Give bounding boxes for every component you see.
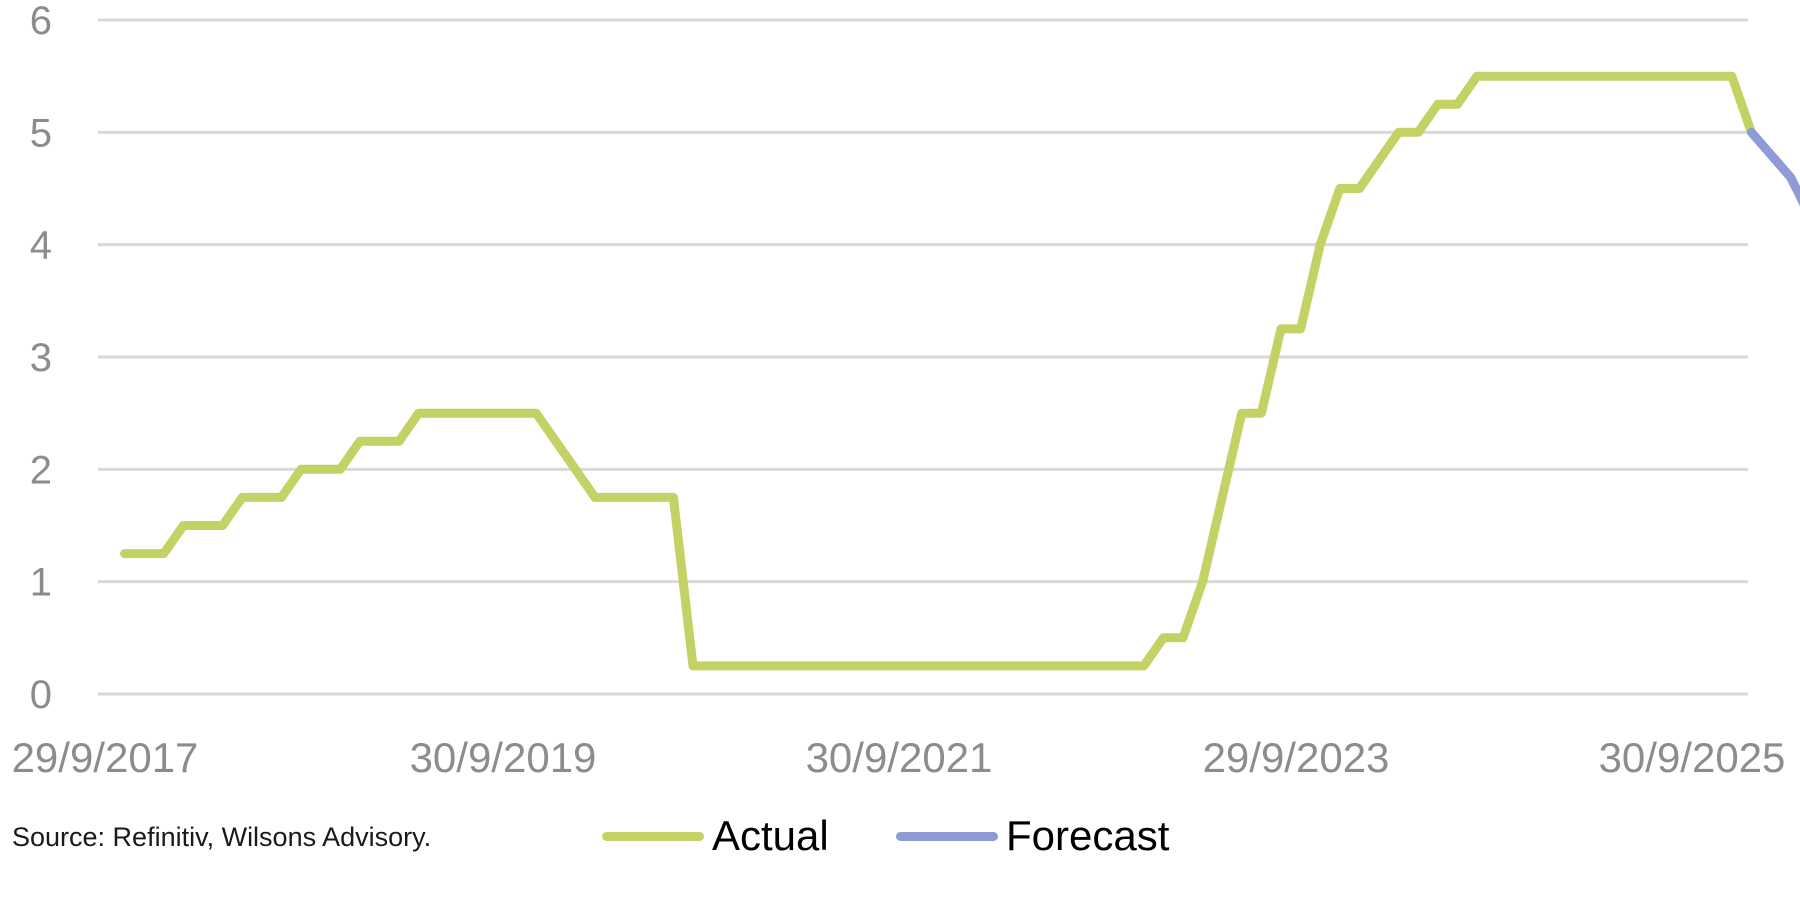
series-line-actual: [120, 71, 1756, 671]
series-line-forecast: [1746, 127, 1800, 207]
gridlines: [98, 18, 1748, 696]
source-note: Source: Refinitiv, Wilsons Advisory.: [12, 822, 432, 852]
x-tick-label: 29/9/2017: [12, 734, 199, 781]
legend-label-actual: Actual: [712, 812, 829, 859]
y-tick-label: 3: [30, 336, 52, 380]
series-lines: [120, 71, 1800, 671]
y-tick-label: 2: [30, 448, 52, 492]
y-tick-label: 5: [30, 111, 52, 155]
y-tick-label: 6: [30, 0, 52, 43]
legend-swatch-forecast: [896, 831, 998, 841]
legend-swatch-actual: [602, 831, 704, 841]
y-tick-label: 1: [30, 561, 52, 605]
legend-item-forecast: Forecast: [896, 812, 1169, 860]
x-tick-label: 30/9/2021: [806, 734, 993, 781]
y-tick-label: 0: [30, 673, 52, 717]
y-axis-ticks: 0 1 2 3 4 5 6: [30, 0, 52, 717]
x-axis-ticks: 29/9/2017 30/9/2019 30/9/2021 29/9/2023 30/9…: [12, 734, 1786, 781]
y-tick-label: 4: [30, 224, 52, 268]
legend-item-actual: Actual: [602, 812, 829, 860]
x-tick-label: 30/9/2019: [410, 734, 597, 781]
legend-label-forecast: Forecast: [1006, 812, 1170, 859]
x-tick-label: 29/9/2023: [1203, 734, 1390, 781]
x-tick-label: 30/9/2025: [1599, 734, 1786, 781]
